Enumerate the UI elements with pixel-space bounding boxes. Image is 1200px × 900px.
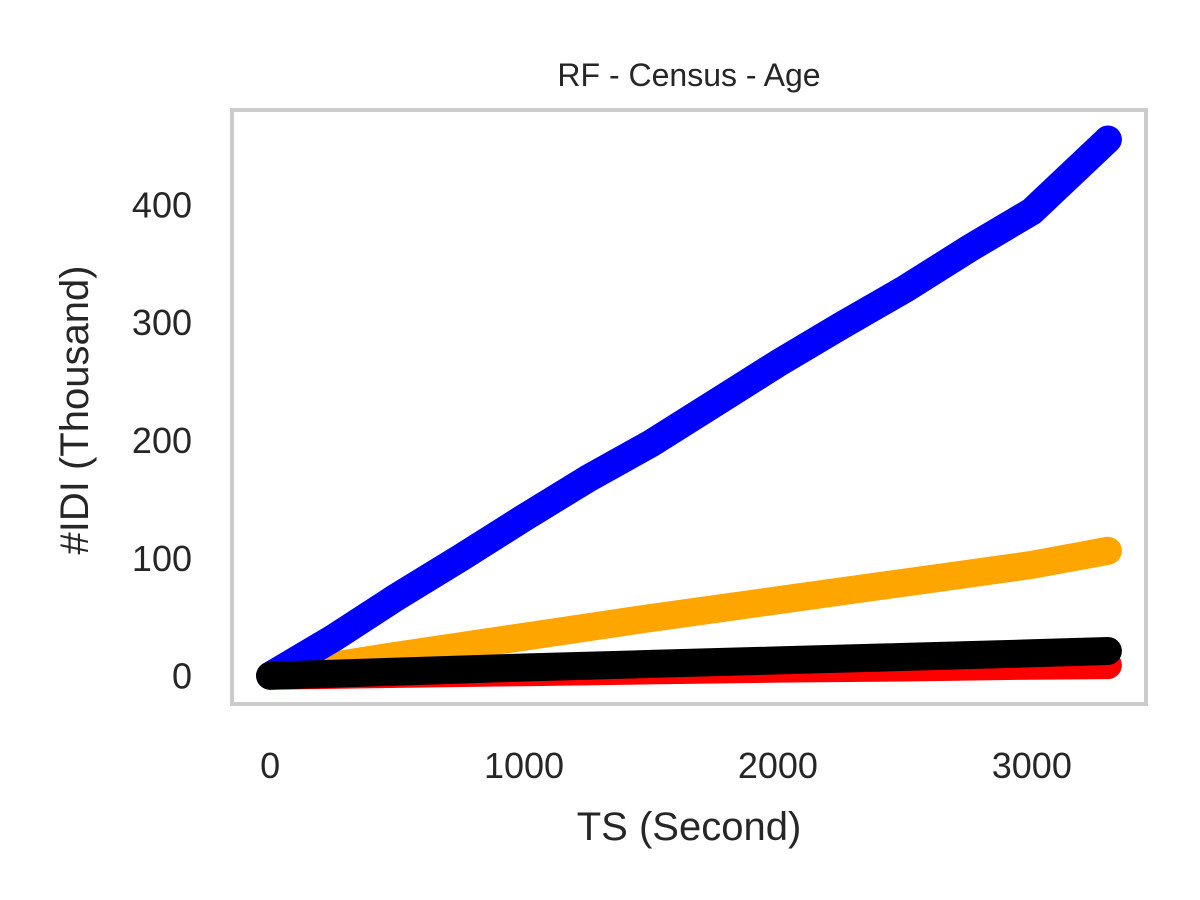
x-tick-label: 2000: [738, 745, 818, 786]
y-tick-label: 100: [132, 538, 192, 579]
y-tick-label: 0: [172, 656, 192, 697]
x-tick-label: 0: [260, 745, 280, 786]
y-axis-label: #IDI (Thousand): [53, 265, 97, 554]
x-tick-label: 1000: [484, 745, 564, 786]
x-axis-label: TS (Second): [577, 805, 802, 849]
series-line-2: [256, 125, 1122, 690]
chart-title: RF - Census - Age: [557, 57, 820, 93]
y-tick-label: 200: [132, 420, 192, 461]
series-line-1: [256, 536, 1122, 690]
x-tick-labels: 0 1000 2000 3000: [260, 745, 1072, 786]
y-tick-label: 400: [132, 184, 192, 225]
series-line-3: [256, 637, 1122, 690]
x-tick-label: 3000: [992, 745, 1072, 786]
y-tick-labels: 0 100 200 300 400: [132, 184, 192, 696]
y-tick-label: 300: [132, 302, 192, 343]
series-layer: [256, 125, 1122, 690]
